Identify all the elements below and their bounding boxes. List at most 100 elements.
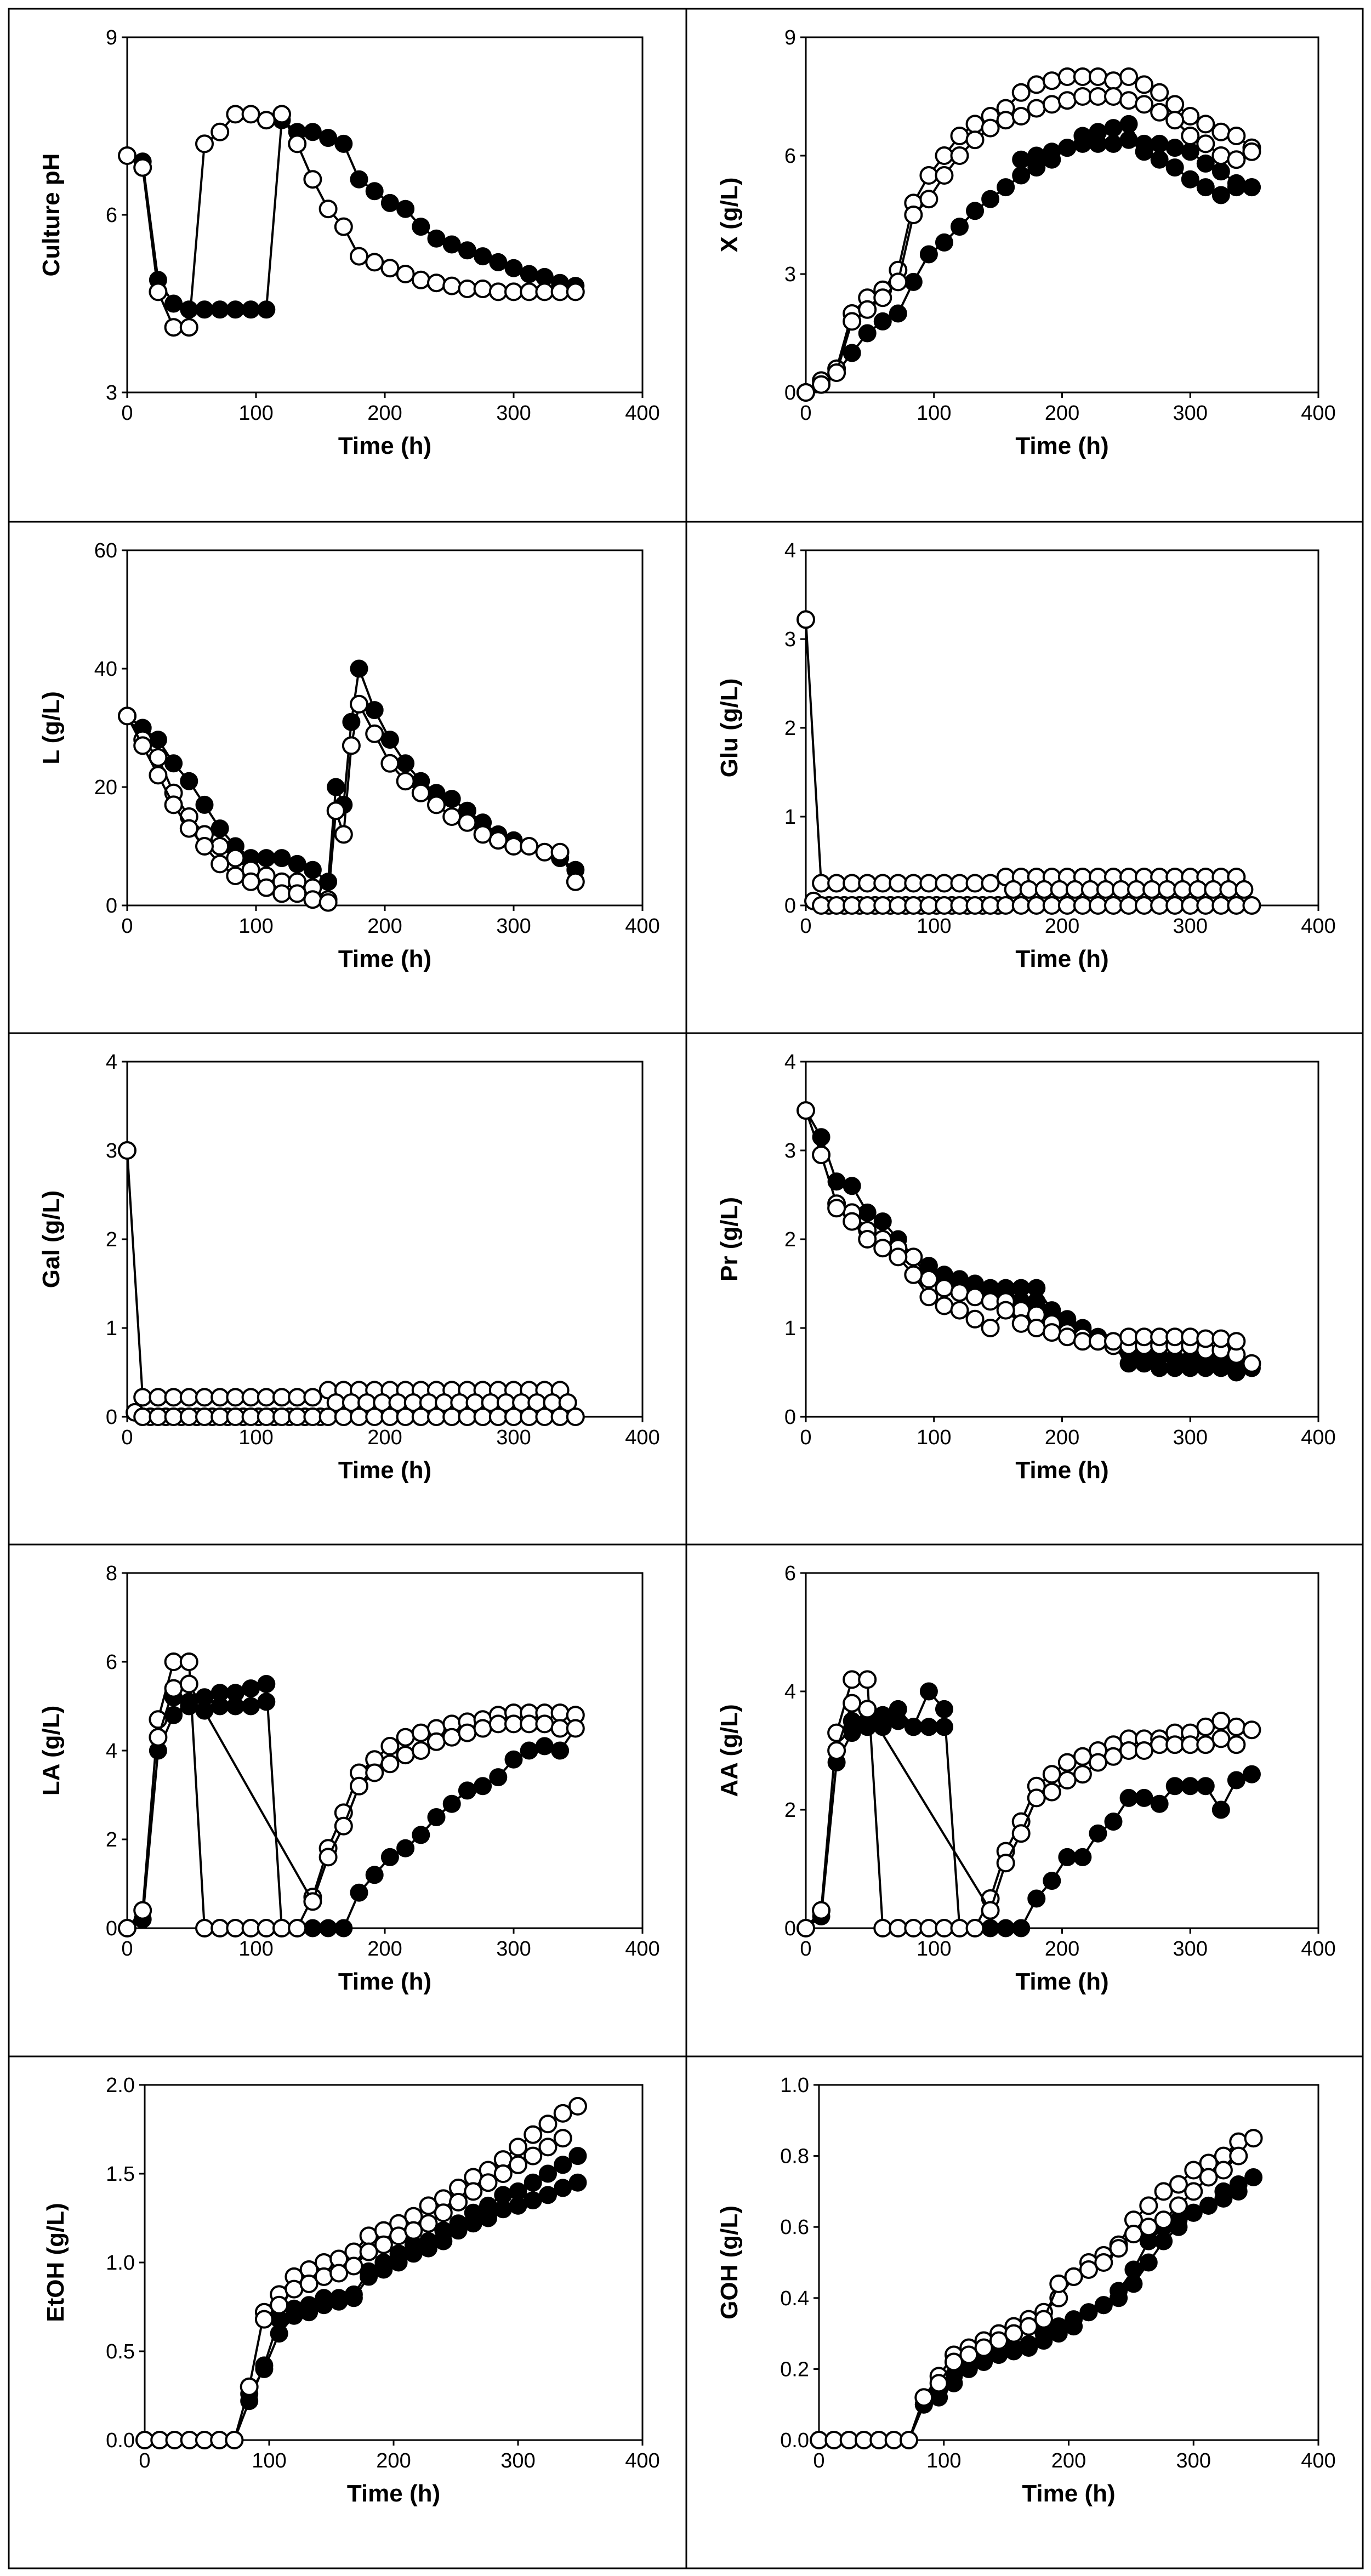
- data-point: [240, 2377, 259, 2396]
- data-point: [1057, 1771, 1077, 1789]
- data-point: [226, 1388, 245, 1407]
- data-point: [965, 130, 985, 150]
- data-point: [334, 134, 353, 153]
- data-point: [1165, 139, 1184, 157]
- data-point: [1227, 174, 1245, 192]
- data-point: [1229, 2182, 1248, 2201]
- series-2-open: [812, 896, 1261, 915]
- y-axis-title: GOH (g/L): [716, 2205, 743, 2319]
- x-tick-label: 0: [800, 1426, 811, 1449]
- data-point: [1196, 1717, 1215, 1736]
- data-point: [950, 1919, 969, 1937]
- data-point: [1242, 896, 1261, 915]
- data-point: [843, 344, 861, 362]
- data-point: [873, 896, 892, 915]
- data-point: [1027, 1788, 1046, 1808]
- data-point: [1227, 127, 1246, 145]
- y-tick-label: 4: [784, 539, 796, 562]
- data-point: [950, 874, 969, 893]
- y-axis-title: Glu (g/L): [716, 679, 743, 778]
- data-point: [504, 1750, 523, 1769]
- data-point: [1211, 896, 1231, 915]
- x-tick-label: 200: [1045, 402, 1079, 425]
- data-point: [427, 1808, 446, 1826]
- data-point: [1088, 1753, 1107, 1772]
- data-point: [303, 1388, 322, 1407]
- data-point: [858, 1230, 877, 1249]
- data-point: [1211, 1800, 1230, 1819]
- data-point: [1165, 1735, 1185, 1754]
- x-axis-title: Time (h): [1015, 1968, 1108, 1995]
- data-point: [458, 241, 476, 260]
- data-point: [1064, 2267, 1083, 2286]
- data-point: [257, 1919, 276, 1937]
- data-point: [904, 896, 923, 915]
- data-point: [411, 1741, 430, 1760]
- data-point: [919, 1919, 938, 1937]
- data-point: [1088, 1332, 1107, 1351]
- data-point: [1154, 2182, 1173, 2201]
- data-point: [1150, 150, 1169, 169]
- data-point: [535, 1714, 554, 1734]
- data-point: [1150, 134, 1169, 153]
- data-point: [1165, 1327, 1185, 1347]
- data-point: [133, 736, 152, 755]
- data-point: [873, 874, 892, 893]
- data-point: [396, 1839, 415, 1857]
- data-point: [1034, 2310, 1053, 2329]
- data-point: [1199, 2168, 1218, 2187]
- y-tick-label: 0: [784, 894, 796, 917]
- data-point: [889, 1247, 908, 1267]
- data-point: [380, 259, 400, 278]
- x-axis-title: Time (h): [338, 1457, 431, 1484]
- series-2-open: [810, 2129, 1263, 2449]
- data-point: [118, 706, 136, 726]
- y-tick-label: 0: [106, 894, 117, 917]
- y-tick-label: 4: [784, 1051, 796, 1074]
- plot-frame: [805, 549, 1319, 907]
- data-point: [1042, 1782, 1061, 1802]
- data-point: [195, 1407, 214, 1426]
- data-point: [374, 2260, 393, 2279]
- data-point: [464, 2182, 483, 2201]
- data-point: [404, 2244, 423, 2263]
- x-tick-label: 400: [1301, 1426, 1335, 1449]
- data-point: [133, 1901, 152, 1920]
- data-point: [843, 1670, 862, 1689]
- data-point: [434, 2232, 453, 2250]
- data-point: [996, 1301, 1015, 1320]
- series-3-open: [827, 1199, 1246, 1351]
- data-point: [365, 701, 384, 720]
- x-axis-title: Time (h): [347, 2480, 440, 2507]
- y-axis-title: Pr (g/L): [716, 1197, 743, 1281]
- data-point: [966, 202, 985, 220]
- data-point: [1211, 186, 1230, 204]
- plot-frame: [805, 36, 1319, 394]
- data-point: [344, 2256, 363, 2276]
- data-point: [873, 312, 892, 330]
- data-point: [257, 1692, 276, 1711]
- data-point: [996, 896, 1015, 915]
- data-point: [981, 896, 1000, 915]
- data-point: [981, 118, 1000, 138]
- data-point: [1150, 83, 1169, 102]
- data-point: [489, 1768, 508, 1787]
- data-point: [797, 610, 815, 629]
- data-point: [1242, 178, 1261, 197]
- data-point: [554, 2179, 572, 2197]
- x-axis-title: Time (h): [338, 432, 431, 459]
- data-point: [479, 2209, 498, 2227]
- x-tick-label: 200: [1045, 915, 1079, 938]
- data-point: [242, 1697, 260, 1716]
- data-point: [464, 2214, 482, 2233]
- data-point: [959, 2345, 979, 2364]
- data-point: [558, 1393, 577, 1412]
- data-point: [319, 1919, 338, 1937]
- data-point: [1094, 2253, 1113, 2272]
- data-point: [314, 2267, 333, 2286]
- data-point: [944, 2352, 963, 2372]
- series-3-open: [929, 2146, 1248, 2393]
- data-point: [226, 848, 245, 868]
- x-tick-label: 400: [625, 2449, 659, 2472]
- data-point: [538, 2115, 557, 2134]
